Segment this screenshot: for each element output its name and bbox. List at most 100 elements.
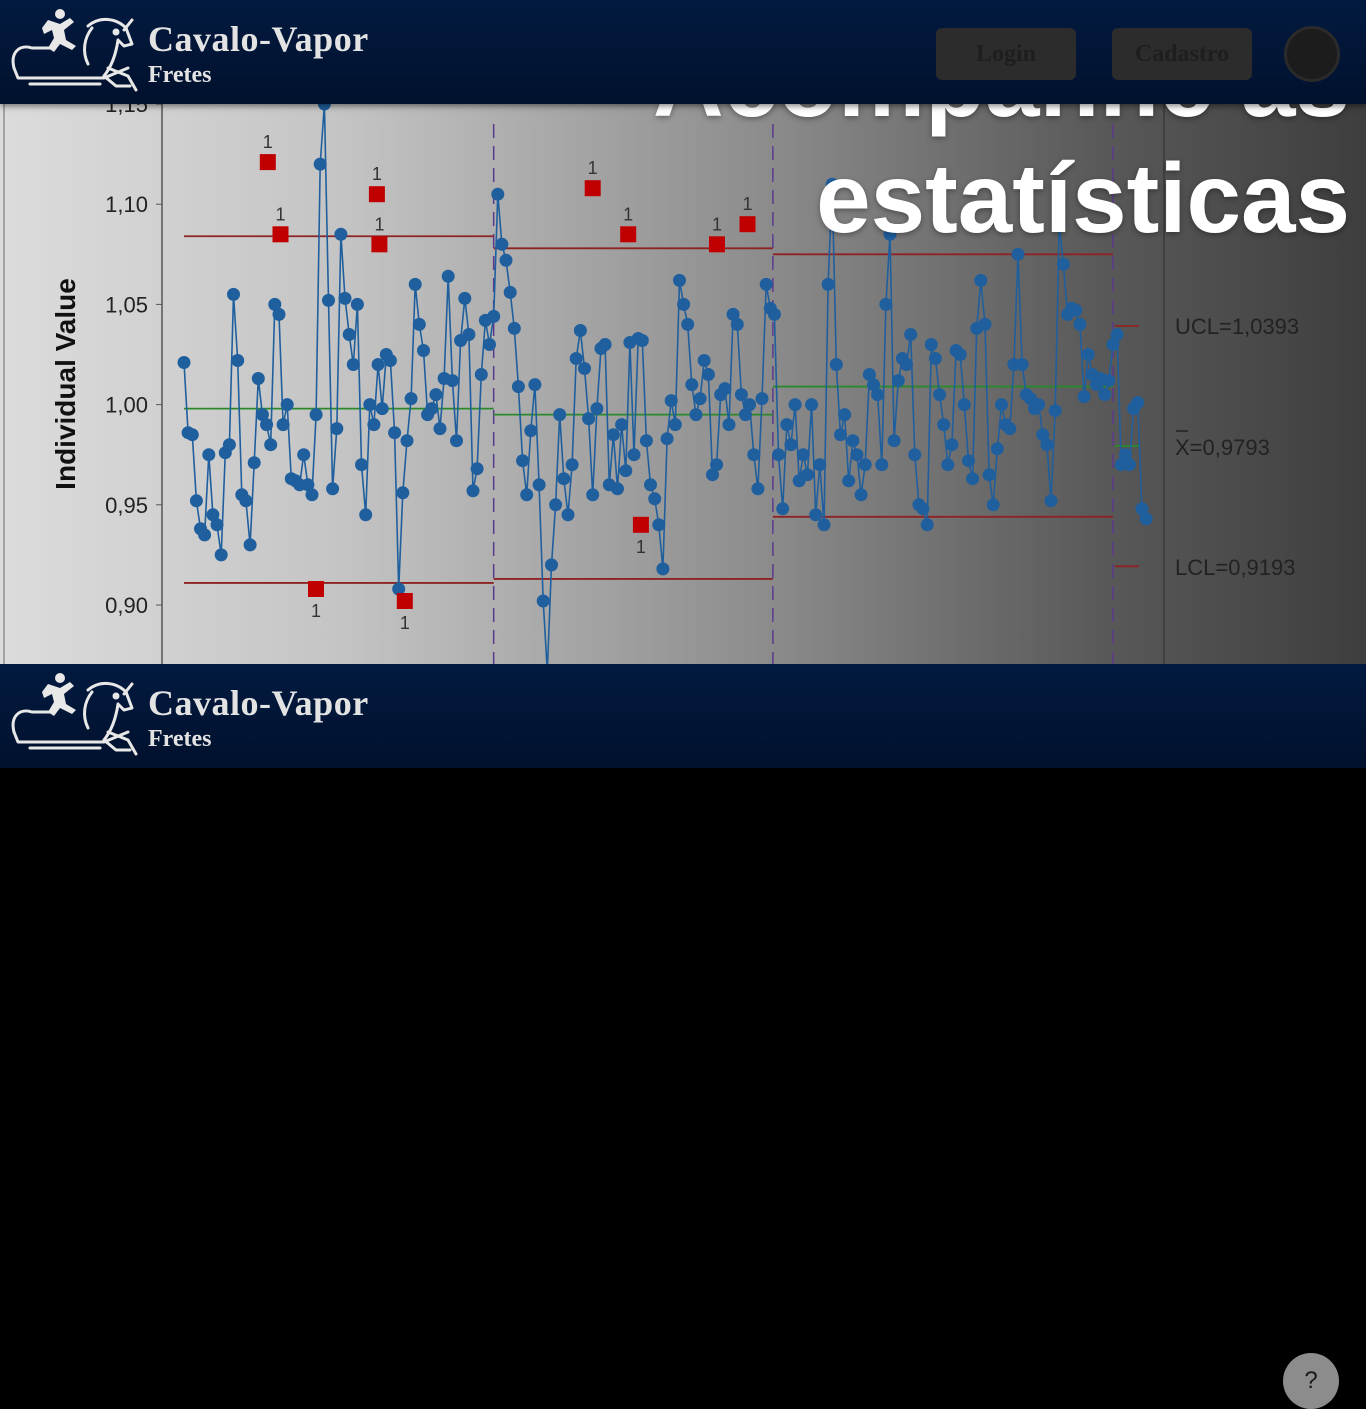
ucl-annotation: UCL=1,0393 <box>1175 314 1299 339</box>
data-point <box>1077 390 1091 404</box>
data-point <box>759 277 773 291</box>
data-point <box>227 287 240 301</box>
data-point <box>350 297 364 311</box>
data-point <box>1135 502 1149 516</box>
data-point <box>875 458 889 472</box>
test-flag-label: 1 <box>712 214 722 234</box>
data-point <box>701 368 715 381</box>
data-point <box>1110 328 1124 341</box>
test-flag-label: 1 <box>374 214 384 234</box>
data-point <box>677 297 691 311</box>
data-point <box>573 324 587 337</box>
data-point <box>441 269 455 283</box>
data-point <box>1015 358 1029 371</box>
brand-subtitle: Fretes <box>148 62 212 88</box>
data-point <box>796 448 810 462</box>
data-point <box>619 464 633 478</box>
data-point <box>396 486 410 500</box>
data-point <box>887 434 901 448</box>
data-point <box>883 227 897 241</box>
data-point <box>776 502 790 516</box>
data-point <box>850 448 864 462</box>
data-point <box>693 392 707 406</box>
data-point <box>198 528 212 542</box>
hero-background: 0,90 0,95 1,00 1,05 1,10 1,15 Individual Value… <box>0 0 1366 768</box>
user-avatar-icon[interactable] <box>1284 26 1340 82</box>
footer-brand-name[interactable]: Cavalo-Vapor <box>148 683 369 723</box>
data-point <box>561 508 575 522</box>
data-point <box>495 237 509 251</box>
data-point <box>751 482 765 496</box>
data-point <box>429 388 443 402</box>
data-point <box>507 321 521 335</box>
footer-brand-subtitle: Fretes <box>148 726 212 752</box>
data-point <box>706 468 719 482</box>
data-point <box>904 328 918 341</box>
help-button[interactable]: ? <box>1283 1353 1339 1409</box>
brand-name[interactable]: Cavalo-Vapor <box>148 19 369 59</box>
data-point <box>338 291 352 305</box>
data-point <box>953 348 967 361</box>
data-point <box>986 498 1000 512</box>
data-point <box>982 468 996 482</box>
data-point <box>689 408 703 422</box>
data-point <box>928 352 942 365</box>
data-point <box>664 394 678 408</box>
data-point <box>400 434 414 448</box>
data-point <box>660 432 674 446</box>
data-point <box>1052 217 1066 231</box>
test-flag-label: 1 <box>275 204 285 224</box>
data-point <box>974 273 988 287</box>
data-point <box>644 478 657 492</box>
data-point <box>239 494 253 508</box>
data-point <box>408 277 422 291</box>
signup-button[interactable]: Cadastro <box>1112 28 1252 80</box>
data-point <box>784 438 798 452</box>
data-point <box>908 448 922 462</box>
data-point <box>722 418 736 432</box>
data-point <box>412 317 426 331</box>
data-point <box>322 293 335 307</box>
data-point <box>189 494 203 508</box>
data-point <box>1106 338 1120 351</box>
horse-runner-logo-icon[interactable] <box>8 670 140 762</box>
data-point <box>520 488 534 502</box>
data-point <box>359 508 373 522</box>
data-point <box>1081 348 1095 361</box>
y-tick-label: 0,90 <box>105 593 148 618</box>
data-point <box>272 307 286 321</box>
horse-runner-logo-icon[interactable] <box>8 6 140 98</box>
data-point <box>206 508 220 522</box>
test-flag-label: 1 <box>263 132 273 152</box>
data-point <box>297 448 311 462</box>
out-of-control-point <box>272 226 289 243</box>
data-point <box>891 374 905 388</box>
data-point <box>458 291 472 305</box>
data-point <box>846 434 860 448</box>
data-point <box>718 382 732 396</box>
test-flag-label: 1 <box>742 194 752 214</box>
data-point <box>739 408 752 422</box>
data-point <box>1011 247 1025 261</box>
data-point <box>330 422 344 436</box>
out-of-control-point <box>308 581 324 597</box>
data-point <box>648 492 662 506</box>
data-point <box>371 358 385 371</box>
data-point <box>606 428 620 442</box>
out-of-control-point <box>368 186 385 203</box>
data-point <box>1069 303 1083 317</box>
data-point <box>825 177 839 191</box>
data-point <box>305 488 319 502</box>
headline-line-2: estatísticas <box>816 143 1350 253</box>
test-flag-label: 1 <box>636 537 646 557</box>
data-point <box>656 562 670 576</box>
login-button[interactable]: Login <box>936 28 1076 80</box>
data-point <box>734 388 748 402</box>
data-point <box>1003 422 1017 436</box>
data-point <box>470 462 484 476</box>
data-point <box>821 277 835 291</box>
data-point <box>210 518 224 532</box>
data-point <box>652 518 666 532</box>
data-point <box>536 594 550 608</box>
